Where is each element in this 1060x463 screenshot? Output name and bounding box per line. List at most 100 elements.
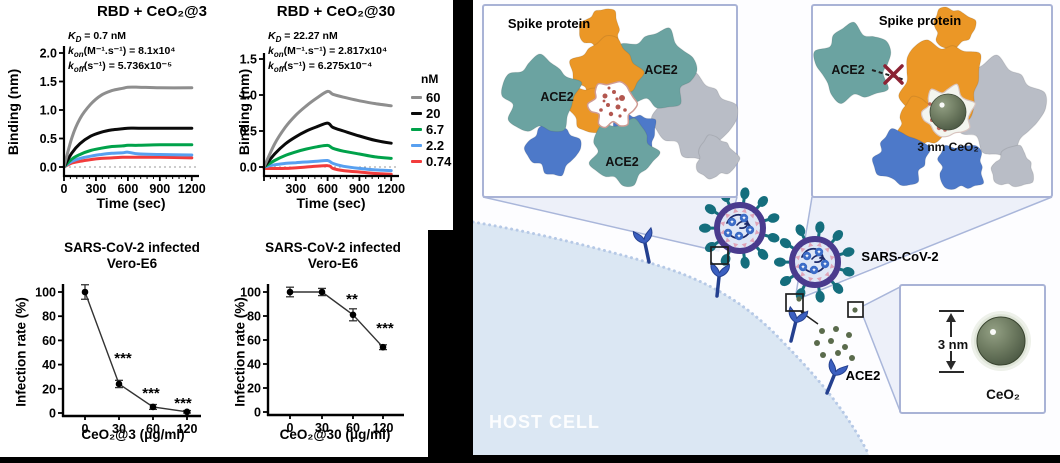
nucleoprotein-star: ✦ bbox=[816, 249, 821, 256]
x-tick-label: 300 bbox=[86, 182, 107, 196]
callout-wedge bbox=[863, 287, 900, 411]
data-point bbox=[81, 288, 89, 296]
membrane-protein bbox=[808, 276, 814, 282]
membrane-protein bbox=[741, 242, 747, 248]
blocked-x-icon bbox=[883, 64, 904, 85]
legend-swatch bbox=[411, 127, 422, 131]
shape bbox=[749, 213, 755, 219]
data-point bbox=[349, 311, 357, 319]
host-cell-label: HOST CELL bbox=[489, 412, 600, 432]
x-tick-label: 60 bbox=[146, 422, 160, 436]
membrane-protein bbox=[795, 255, 801, 261]
x-axis-label: Time (sec) bbox=[296, 195, 366, 211]
y-tick-label: 1.5 bbox=[40, 75, 57, 89]
host-cell-body bbox=[473, 222, 869, 455]
ace2-receptor bbox=[632, 226, 653, 264]
x-tick-label: 0 bbox=[82, 422, 89, 436]
kd-sub: D bbox=[275, 35, 282, 45]
spike-head bbox=[815, 290, 825, 303]
rbd-speckle bbox=[623, 108, 627, 112]
membrane-protein bbox=[754, 221, 760, 227]
nucleoprotein-star: ✦ bbox=[804, 253, 809, 260]
y-tick-label: 2.0 bbox=[40, 47, 57, 61]
x-axis-label: Time (sec) bbox=[96, 195, 166, 211]
x-tick-label: 30 bbox=[315, 421, 329, 435]
koff-annotation: koff(s⁻¹) = 6.275x10⁻⁴ bbox=[268, 60, 372, 74]
nucleoprotein bbox=[814, 247, 824, 257]
callout-line bbox=[482, 196, 714, 251]
shape bbox=[816, 276, 822, 282]
membrane-protein bbox=[720, 221, 726, 227]
ceo2-dot bbox=[852, 307, 858, 313]
data-point bbox=[318, 288, 326, 296]
legend-entry: 0.74 bbox=[411, 153, 451, 169]
y-tick-label: 100 bbox=[240, 286, 261, 300]
scene-art: ✦✦✦✦✦✦✦✦✦✦ bbox=[473, 187, 1053, 455]
membrane-protein bbox=[829, 255, 835, 261]
ace2-label: ACE2 bbox=[540, 90, 573, 104]
shape bbox=[741, 242, 747, 248]
receptor-head bbox=[632, 226, 653, 244]
nucleoprotein bbox=[739, 213, 749, 223]
ceo2-dot bbox=[833, 326, 839, 332]
receptor-head bbox=[828, 358, 849, 376]
legend-label: 60 bbox=[426, 89, 441, 105]
membrane-protein bbox=[725, 237, 731, 243]
nucleoprotein bbox=[798, 262, 808, 272]
shape bbox=[800, 271, 806, 277]
ceo2-nanoparticle bbox=[976, 316, 1026, 366]
data-point bbox=[286, 288, 294, 296]
bli-chart-ceo2-30: RBD + CeO₂@30 KD = 22.27 nM kon(M⁻¹.s⁻¹)… bbox=[228, 0, 454, 230]
chart-title: RBD + CeO₂@30 bbox=[276, 3, 396, 20]
ace2-receptor bbox=[710, 261, 730, 298]
callout-square bbox=[847, 301, 864, 318]
spike-head bbox=[774, 257, 787, 267]
receptor-head bbox=[710, 261, 730, 278]
significance-label: *** bbox=[114, 350, 132, 367]
rbd-blob bbox=[586, 80, 639, 129]
data-point bbox=[115, 380, 123, 388]
spike-head bbox=[757, 196, 769, 207]
spike-head bbox=[704, 204, 717, 215]
legend-swatch bbox=[411, 95, 422, 99]
nucleoprotein-star: ✦ bbox=[747, 227, 752, 234]
shape bbox=[795, 255, 801, 261]
rbd-speckle bbox=[615, 104, 621, 110]
koff-value: (s⁻¹) = 6.275x10⁻⁴ bbox=[283, 60, 373, 72]
bli-plot-area: 0 300 600 900 1200 0.0 0.5 1.0 1.5 2.0 bbox=[40, 46, 206, 196]
receptor-stem bbox=[715, 274, 721, 298]
protein-blob bbox=[990, 144, 1035, 188]
sars-cov-2-virion: ✦✦✦✦✦ bbox=[699, 187, 780, 269]
spike-head bbox=[832, 282, 844, 294]
kd-sub: D bbox=[75, 35, 82, 45]
nucleoprotein bbox=[723, 228, 733, 238]
kon-sub: on bbox=[73, 50, 84, 60]
ceo2-dot bbox=[814, 340, 820, 346]
callout-wedge bbox=[483, 197, 737, 252]
shape bbox=[829, 255, 835, 261]
chart-title-line1: SARS-CoV-2 infected bbox=[64, 240, 200, 255]
x-tick-label: 0 bbox=[61, 182, 68, 196]
rbd-speckle bbox=[607, 86, 611, 90]
measure-arrowhead bbox=[946, 313, 956, 322]
y-tick-label: 0.5 bbox=[40, 132, 57, 146]
shape bbox=[800, 247, 806, 253]
nucleoprotein bbox=[809, 265, 819, 275]
x-tick-label: 900 bbox=[149, 182, 170, 196]
koff-value: (s⁻¹) = 5.736x10⁻⁵ bbox=[83, 60, 173, 72]
nucleoprotein-star: ✦ bbox=[725, 230, 730, 237]
mechanism-diagram: ✦✦✦✦✦✦✦✦✦✦ SARS-CoV-2 ACE2 HOST CELL Spi… bbox=[473, 0, 1060, 455]
inset-spike-trimer bbox=[482, 4, 741, 198]
y-tick-label: 60 bbox=[42, 334, 56, 348]
rbd-speckle bbox=[612, 90, 616, 94]
chart-title-line1: SARS-CoV-2 infected bbox=[265, 240, 401, 255]
y-tick-label: 40 bbox=[42, 358, 56, 372]
ace2-blob bbox=[813, 21, 892, 105]
ace2-receptor bbox=[825, 358, 849, 395]
inset-ceo2-particle bbox=[899, 284, 1046, 414]
protein-blob bbox=[937, 144, 985, 190]
measure-arrowhead bbox=[946, 361, 956, 370]
x-tick-label: 900 bbox=[349, 182, 370, 196]
chart-title-line2: Vero-E6 bbox=[106, 256, 158, 271]
ace2-label: ACE2 bbox=[831, 63, 864, 77]
